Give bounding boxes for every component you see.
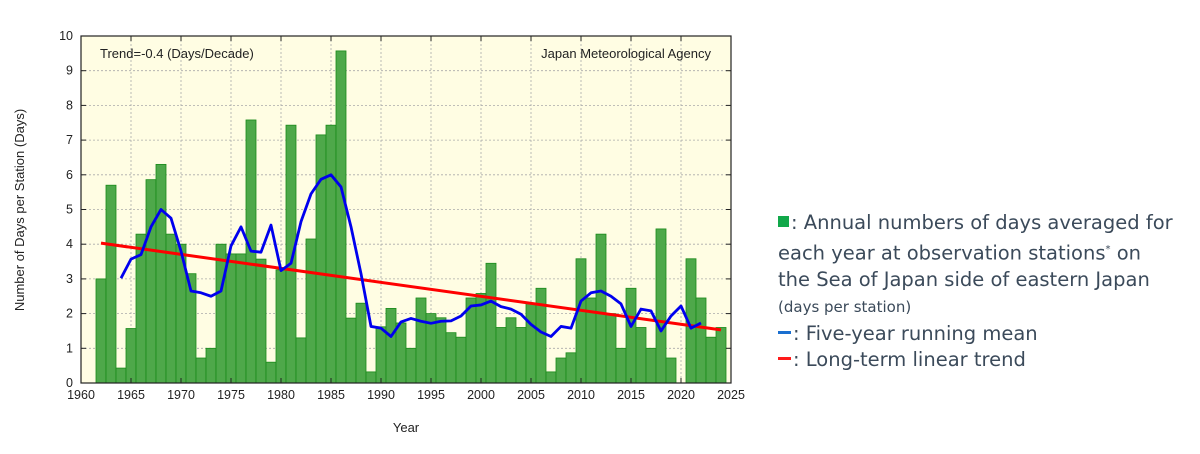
- bar: [115, 367, 127, 384]
- bar: [525, 302, 537, 384]
- bar: [165, 233, 177, 384]
- x-tick-label: 1960: [67, 388, 95, 402]
- bar: [695, 297, 707, 384]
- y-tick-label: 3: [66, 272, 73, 286]
- x-tick-label: 2005: [517, 388, 545, 402]
- bar: [575, 258, 587, 384]
- trend-line: [100, 241, 722, 332]
- bar: [255, 258, 267, 384]
- bar: [275, 269, 287, 384]
- legend-trend: : Long-term linear trend: [778, 347, 1178, 374]
- bar: [325, 124, 337, 384]
- bar-chart: 1960 1965 1970 1975 1980 1985 1990 1995 2000 2005…: [12, 29, 745, 435]
- bar: [505, 317, 517, 384]
- x-tick-label: 2015: [617, 388, 645, 402]
- bar: [375, 326, 387, 384]
- bar: [485, 262, 497, 384]
- x-tick-label: 2010: [567, 388, 595, 402]
- bar: [415, 297, 427, 384]
- bar: [205, 347, 217, 384]
- y-tick-label: 1: [66, 341, 73, 355]
- bar: [395, 322, 407, 384]
- bar: [665, 357, 677, 384]
- legend: : Annual numbers of days averaged for ea…: [778, 210, 1178, 374]
- source-annotation: Japan Meteorological Agency: [541, 46, 711, 61]
- bar: [225, 253, 237, 384]
- x-tick-label: 1980: [267, 388, 295, 402]
- bar: [595, 233, 607, 384]
- blue-line-icon: [778, 330, 791, 334]
- bar: [385, 307, 397, 384]
- bar: [235, 253, 247, 384]
- x-tick-label: 1965: [117, 388, 145, 402]
- x-tick-label: 2025: [717, 388, 745, 402]
- bar: [475, 293, 487, 384]
- x-axis-label: Year: [393, 420, 420, 435]
- bar: [335, 50, 347, 384]
- y-tick-label: 9: [66, 64, 73, 78]
- bar: [265, 361, 277, 384]
- y-tick-label: 2: [66, 307, 73, 321]
- bar: [95, 278, 107, 384]
- bar: [455, 336, 467, 384]
- bar: [155, 163, 167, 384]
- y-tick-label: 0: [66, 376, 73, 390]
- bar: [645, 347, 657, 384]
- green-square-icon: [778, 216, 789, 227]
- bar: [125, 328, 137, 384]
- bar: [305, 238, 317, 384]
- bar: [195, 357, 207, 384]
- bars: [95, 50, 727, 384]
- bar: [625, 287, 637, 384]
- bar: [435, 317, 447, 384]
- trend-annotation: Trend=-0.4 (Days/Decade): [100, 46, 254, 61]
- bar: [635, 327, 647, 384]
- x-tick-label: 1995: [417, 388, 445, 402]
- y-tick-label: 10: [59, 29, 73, 43]
- bar: [215, 243, 227, 384]
- red-line-icon: [778, 357, 791, 360]
- bar: [555, 357, 567, 384]
- bar: [345, 317, 357, 384]
- y-tick-label: 7: [66, 133, 73, 147]
- bar: [105, 184, 117, 384]
- running-mean-line: [119, 173, 702, 338]
- bar: [535, 287, 547, 384]
- x-tick-label: 1970: [167, 388, 195, 402]
- bar: [545, 371, 557, 384]
- bar: [565, 352, 577, 384]
- x-tick-label: 2000: [467, 388, 495, 402]
- x-tick-label: 1985: [317, 388, 345, 402]
- bar: [295, 337, 307, 384]
- bar: [715, 327, 727, 384]
- bar: [615, 347, 627, 384]
- bar: [355, 302, 367, 384]
- bar: [365, 371, 377, 384]
- x-tick-label: 1990: [367, 388, 395, 402]
- y-tick-label: 8: [66, 98, 73, 112]
- bar: [315, 134, 327, 384]
- x-tick-label: 1975: [217, 388, 245, 402]
- legend-running-mean: : Five-year running mean: [778, 321, 1178, 348]
- bar: [145, 179, 157, 384]
- y-tick-label: 6: [66, 168, 73, 182]
- bar: [405, 347, 417, 384]
- bar: [515, 327, 527, 384]
- x-tick-label: 2020: [667, 388, 695, 402]
- y-tick-label: 4: [66, 237, 73, 251]
- bar: [705, 336, 717, 384]
- bar: [655, 228, 667, 384]
- bar: [605, 313, 617, 384]
- y-axis-label: Number of Days per Station (Days): [12, 109, 27, 311]
- legend-bars: : Annual numbers of days averaged for ea…: [778, 211, 1173, 316]
- axis-ticks: 1960 1965 1970 1975 1980 1985 1990 1995 2000 2005…: [59, 29, 745, 402]
- bar: [445, 332, 457, 384]
- bar: [495, 327, 507, 384]
- y-tick-label: 5: [66, 203, 73, 217]
